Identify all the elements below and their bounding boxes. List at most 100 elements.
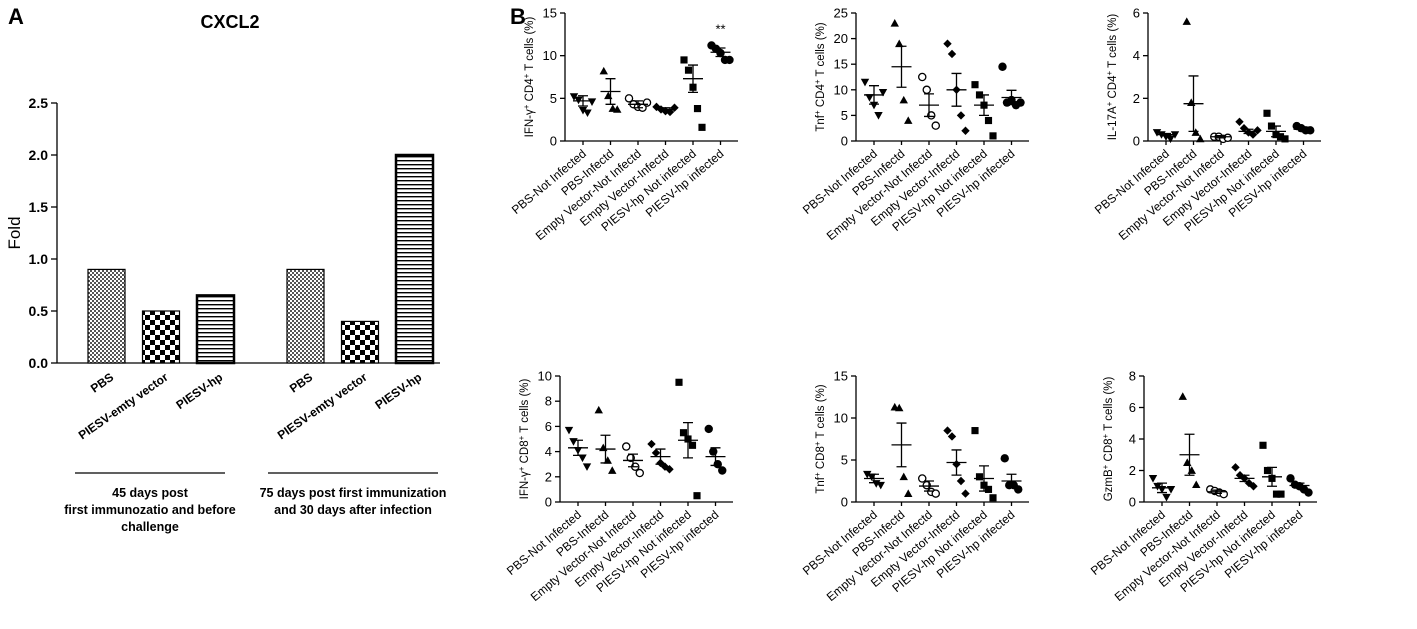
x-tick-label: Empty Vector-Not Infectd bbox=[1112, 508, 1223, 604]
error-bar bbox=[1157, 482, 1167, 494]
error-bar bbox=[1298, 126, 1309, 133]
error-bar bbox=[1006, 89, 1017, 106]
error-bar bbox=[1239, 474, 1250, 483]
y-tick-label: 6 bbox=[1129, 400, 1136, 415]
marker bbox=[1152, 129, 1162, 137]
marker bbox=[904, 116, 913, 124]
x-tick-label: Empty Vector-Not Infectd bbox=[824, 508, 935, 604]
x-tick-label: Empty Vector-Not Infectd bbox=[528, 508, 639, 604]
marker bbox=[961, 126, 970, 135]
marker bbox=[704, 424, 713, 434]
y-axis-label-part: CD4 bbox=[524, 78, 536, 105]
group-label: and 30 days after infection bbox=[274, 503, 432, 517]
y-axis-label-part: T cells (%) bbox=[519, 378, 531, 435]
y-axis-label-part: + bbox=[1101, 464, 1110, 469]
y-tick-label: 10 bbox=[538, 369, 552, 384]
y-tick-label: 25 bbox=[834, 6, 848, 21]
marker bbox=[587, 98, 597, 106]
error-bar bbox=[655, 448, 666, 465]
marker bbox=[1263, 466, 1272, 475]
marker bbox=[718, 466, 727, 475]
error-bar bbox=[896, 45, 907, 88]
marker bbox=[865, 94, 874, 102]
error-bar bbox=[979, 465, 989, 492]
y-axis-label-part: CD4 bbox=[1107, 75, 1119, 102]
marker bbox=[1272, 490, 1281, 498]
y-tick-label: 15 bbox=[834, 369, 848, 384]
marker bbox=[622, 442, 631, 451]
y-axis-label: Tnf+ CD4+ T cells (%) bbox=[813, 22, 828, 131]
marker bbox=[1148, 475, 1158, 483]
marker bbox=[594, 405, 603, 414]
y-axis-label-part: CD8 bbox=[519, 440, 531, 466]
marker bbox=[1183, 458, 1192, 466]
y-axis-label-part: T cells (%) bbox=[815, 384, 827, 441]
y-tick-label: 0 bbox=[841, 134, 848, 149]
error-bar bbox=[578, 95, 588, 107]
error-bar bbox=[1184, 433, 1195, 476]
marker bbox=[1182, 17, 1191, 25]
marker bbox=[599, 66, 608, 75]
y-tick-label: 5 bbox=[841, 453, 848, 468]
y-axis-label-part: T cells (%) bbox=[524, 16, 536, 73]
marker bbox=[874, 112, 883, 120]
y-axis-label-part: Tnf bbox=[815, 114, 827, 131]
bar bbox=[394, 153, 435, 365]
marker bbox=[1248, 130, 1258, 139]
marker bbox=[931, 489, 941, 498]
error-bar bbox=[951, 449, 962, 476]
marker bbox=[578, 454, 587, 463]
marker bbox=[564, 426, 574, 435]
marker bbox=[604, 91, 613, 100]
marker bbox=[1249, 482, 1258, 491]
y-tick-label: 2 bbox=[1133, 91, 1140, 106]
y-axis-label-part: IFN-γ bbox=[524, 109, 536, 137]
marker bbox=[651, 448, 661, 458]
marker bbox=[971, 81, 979, 89]
x-tick-label: PBS bbox=[287, 370, 315, 396]
marker bbox=[1259, 441, 1267, 449]
marker bbox=[956, 111, 966, 120]
error-bar bbox=[660, 107, 671, 112]
error-bar bbox=[600, 434, 611, 464]
panel-label: B bbox=[510, 4, 526, 29]
marker bbox=[899, 95, 908, 104]
marker bbox=[1162, 493, 1171, 502]
marker bbox=[642, 98, 652, 107]
marker bbox=[680, 56, 688, 64]
y-axis-label: IL-17A+ CD4+ T cells (%) bbox=[1105, 14, 1120, 141]
error-bar bbox=[710, 447, 721, 467]
x-tick-label: Empty Vector-Not Infectd bbox=[824, 147, 935, 243]
y-axis-label-part: CD8 bbox=[1103, 438, 1115, 464]
marker bbox=[947, 49, 957, 59]
error-bar bbox=[633, 100, 643, 109]
marker bbox=[961, 489, 970, 498]
marker bbox=[693, 492, 701, 500]
marker bbox=[624, 94, 634, 103]
marker bbox=[1192, 480, 1201, 489]
marker bbox=[1286, 474, 1295, 483]
error-bar bbox=[628, 453, 638, 468]
y-axis-label-part: + bbox=[522, 73, 531, 78]
error-bar bbox=[715, 47, 726, 58]
marker bbox=[1166, 135, 1175, 144]
marker bbox=[1263, 109, 1271, 117]
y-axis-label-part: T cells (%) bbox=[1103, 377, 1115, 434]
x-tick-label: PIESV-hp bbox=[173, 370, 225, 412]
marker bbox=[1306, 126, 1315, 135]
marker bbox=[583, 109, 592, 118]
y-axis-label-part: + bbox=[517, 466, 526, 471]
error-bar bbox=[924, 480, 934, 492]
marker bbox=[1187, 98, 1196, 106]
marker bbox=[984, 116, 993, 125]
marker bbox=[998, 62, 1007, 71]
marker bbox=[647, 439, 656, 449]
error-bar bbox=[1161, 132, 1171, 137]
y-tick-label: 10 bbox=[834, 411, 848, 426]
error-bar bbox=[1243, 128, 1254, 135]
marker bbox=[679, 429, 688, 437]
y-axis-label: Tnf+ CD8+ T cells (%) bbox=[813, 384, 828, 493]
y-axis-label-part: CD4 bbox=[815, 84, 827, 111]
y-tick-label: 15 bbox=[834, 57, 848, 72]
